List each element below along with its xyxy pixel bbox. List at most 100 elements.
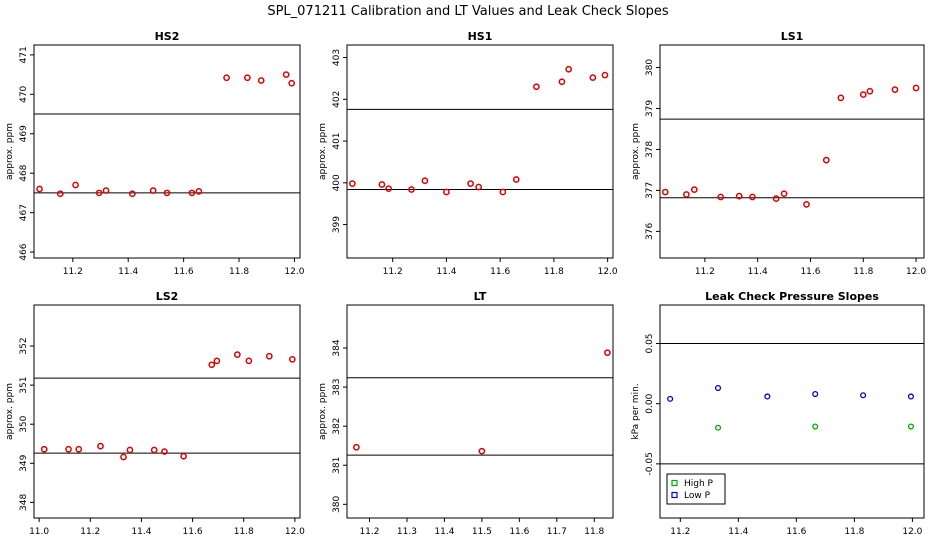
data-point [150, 446, 158, 454]
data-point [129, 190, 136, 198]
legend-box [666, 473, 726, 505]
data-point [780, 190, 788, 198]
x-tick-label: 12.0 [285, 527, 305, 537]
plot-frame [33, 44, 301, 259]
data-point [97, 442, 104, 450]
chart-title: HS2 [155, 30, 180, 43]
data-point [75, 445, 83, 453]
x-tick-label: 11.4 [434, 527, 454, 537]
y-tick-label: 384 [332, 339, 342, 356]
data-point-low-p [860, 392, 867, 399]
data-point [683, 191, 690, 198]
y-tick-label: 351 [19, 377, 29, 394]
legend-marker-low-p [671, 491, 678, 499]
x-tick-label: 11.8 [844, 527, 864, 537]
figure-title: SPL_071211 Calibration and LT Values and… [267, 4, 669, 19]
data-point [912, 84, 920, 92]
data-point [72, 181, 79, 189]
chart-title: HS1 [468, 30, 493, 43]
data-point [467, 180, 474, 188]
data-point [717, 193, 725, 201]
y-tick-label: 377 [645, 182, 655, 199]
y-tick-label: 382 [332, 418, 342, 435]
x-tick-label: 12.0 [284, 267, 304, 277]
legend-marker-high-p [671, 479, 678, 487]
data-point [499, 188, 507, 196]
data-point [822, 156, 830, 164]
data-point [56, 190, 64, 198]
x-tick-label: 11.2 [359, 527, 379, 537]
y-tick-label: 468 [19, 164, 29, 181]
y-tick-label: 399 [332, 216, 342, 233]
x-tick-label: 12.0 [906, 267, 926, 277]
y-tick-label: 469 [19, 125, 29, 142]
x-tick-label: 11.2 [80, 527, 100, 537]
y-axis-label: approx. ppm [318, 383, 328, 440]
legend: High P Low P [666, 473, 726, 505]
data-point [735, 192, 743, 200]
data-point-low-p [907, 393, 914, 400]
chart-panel: Leak Check Pressure Slopes kPa per min. 11… [631, 290, 925, 537]
y-tick-label: 0.05 [645, 333, 655, 353]
data-point [180, 452, 187, 460]
data-point [421, 177, 429, 185]
plot-frame [346, 304, 614, 519]
data-point-low-p [714, 384, 722, 392]
x-tick-label: 11.2 [383, 267, 403, 277]
x-tick-label: 11.6 [490, 267, 510, 277]
chart-panel: HS1 approx. ppm 11.2 11.4 11.6 11.8 12.0 399 400… [318, 30, 618, 277]
plot-frame [659, 44, 925, 259]
data-point-high-p [812, 423, 819, 430]
data-point-high-p [907, 423, 914, 430]
data-point [244, 74, 251, 82]
data-point [601, 71, 609, 79]
data-point [40, 445, 48, 453]
x-tick-label: 11.4 [728, 527, 748, 537]
legend-label: High P [684, 479, 714, 489]
data-point [408, 186, 415, 193]
data-point [163, 189, 171, 197]
data-point [126, 446, 134, 454]
y-tick-label: 471 [19, 46, 29, 63]
data-point [837, 94, 845, 102]
y-tick-label: 401 [332, 132, 342, 149]
data-point [288, 79, 296, 87]
x-tick-label: 11.2 [63, 267, 83, 277]
x-tick-label: 11.0 [29, 527, 49, 537]
x-tick-label: 11.6 [800, 267, 820, 277]
data-point [208, 361, 216, 369]
data-point [288, 355, 296, 363]
data-point [378, 181, 386, 188]
chart-panel: LT approx. ppm 11.2 11.3 11.4 11.5 11.6 11.7 11.… [318, 290, 614, 537]
y-tick-label: 381 [332, 457, 342, 474]
chart-panel: LS1 approx. ppm 11.2 11.4 11.6 11.8 12.0 376 377… [631, 30, 926, 277]
data-point [443, 188, 450, 196]
data-point [589, 74, 597, 81]
y-axis-label: approx. ppm [5, 383, 15, 440]
y-tick-label: 467 [19, 204, 29, 221]
x-tick-label: 11.2 [695, 267, 715, 277]
data-point [282, 71, 290, 78]
data-point [533, 83, 540, 91]
data-point [102, 187, 110, 194]
x-tick-label: 11.8 [544, 267, 564, 277]
y-tick-label: 350 [19, 415, 29, 432]
data-point [149, 187, 157, 194]
data-point [245, 357, 253, 365]
x-tick-label: 11.7 [547, 527, 567, 537]
data-point [161, 448, 168, 455]
data-point [749, 193, 756, 201]
y-axis-label: kPa per min. [631, 383, 641, 439]
x-tick-label: 11.2 [670, 527, 690, 537]
y-tick-label: 380 [645, 59, 655, 76]
data-point-high-p [714, 424, 722, 431]
x-tick-label: 11.4 [436, 267, 456, 277]
x-tick-label: 11.4 [118, 267, 138, 277]
y-tick-label: 0.00 [645, 393, 655, 413]
y-tick-label: 378 [645, 141, 655, 158]
y-tick-label: 352 [19, 337, 29, 354]
data-point [558, 78, 566, 86]
y-tick-label: 379 [645, 100, 655, 117]
data-point [188, 189, 196, 197]
plot-frame [346, 44, 614, 259]
